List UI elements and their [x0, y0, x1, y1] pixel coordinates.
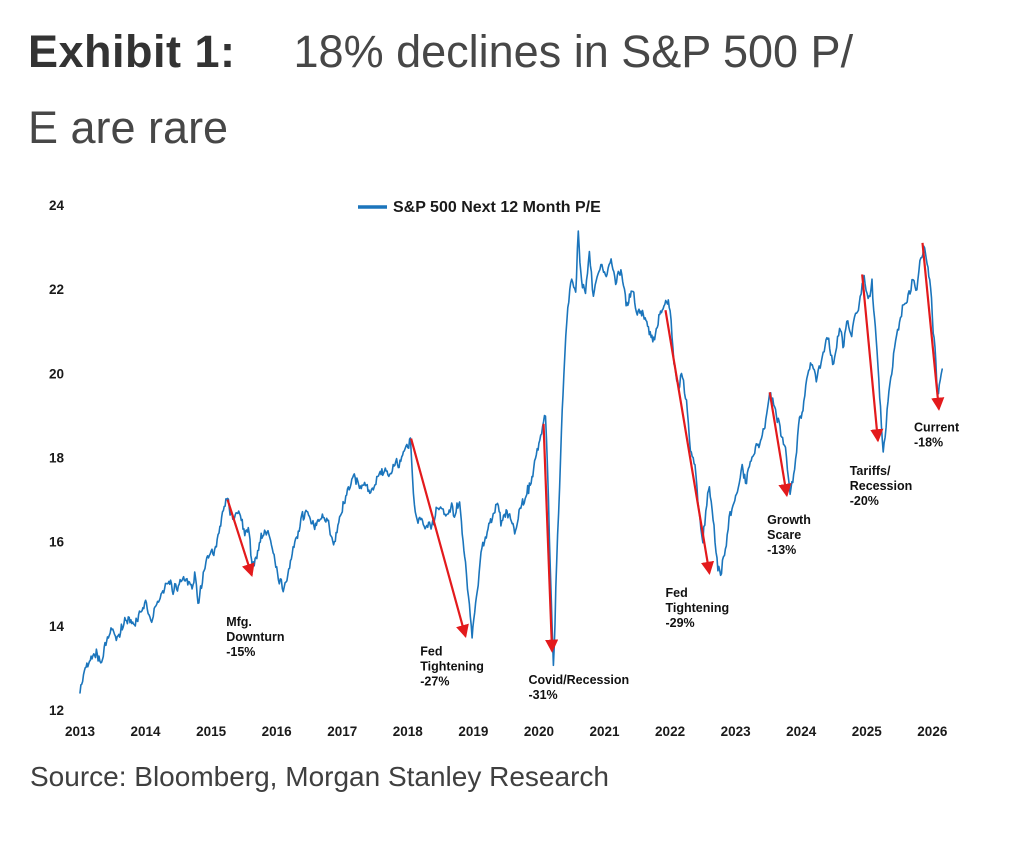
x-tick-label: 2021	[589, 724, 620, 739]
x-tick-label: 2017	[327, 724, 357, 739]
x-tick-label: 2022	[655, 724, 685, 739]
x-tick-label: 2024	[786, 724, 817, 739]
y-tick-label: 16	[49, 535, 65, 550]
source-note: Source: Bloomberg, Morgan Stanley Resear…	[30, 761, 609, 793]
chart-area: 12 14 16 18 20 22 24 2013 2014 2015 2016 2017 2018 20…	[0, 165, 1009, 755]
exhibit-label: Exhibit 1:	[28, 26, 236, 77]
x-tick-label: 2020	[524, 724, 554, 739]
x-tick-label: 2015	[196, 724, 227, 739]
decline-annotation: Current -18%	[914, 421, 960, 450]
decline-arrow	[921, 242, 945, 412]
pe-series-line	[79, 230, 943, 694]
decline-annotation: Fed Tightening -29%	[665, 586, 729, 630]
decline-arrow	[226, 499, 255, 578]
decline-arrow	[542, 423, 559, 654]
exhibit-title: Exhibit 1: 18% declines in S&P 500 P/ E a…	[0, 0, 1009, 165]
decline-annotation: Growth Scare -13%	[767, 513, 811, 557]
decline-annotation: Fed Tightening -27%	[420, 644, 484, 688]
exhibit-title-text-line1: 18% declines in S&P 500 P/	[293, 26, 854, 77]
y-tick-label: 14	[49, 619, 65, 634]
y-tick-label: 20	[49, 367, 64, 382]
decline-arrow	[861, 274, 884, 443]
x-tick-label: 2023	[721, 724, 752, 739]
x-tick-label: 2019	[458, 724, 488, 739]
decline-annotation: Covid/Recession -31%	[528, 673, 629, 702]
decline-annotation: Tariffs/Recession -20%	[850, 464, 913, 508]
legend-label: S&P 500 Next 12 Month P/E	[393, 199, 601, 216]
y-tick-label: 24	[49, 198, 65, 213]
decline-arrow	[768, 392, 792, 498]
x-tick-label: 2013	[65, 724, 96, 739]
x-tick-label: 2018	[393, 724, 424, 739]
y-tick-label: 12	[49, 703, 64, 718]
x-tick-label: 2016	[262, 724, 293, 739]
decline-annotation: Mfg. Downturn -15%	[226, 615, 284, 659]
x-tick-label: 2014	[131, 724, 162, 739]
exhibit-title-text-line2: E are rare	[28, 101, 229, 153]
y-tick-label: 18	[49, 451, 65, 466]
y-tick-label: 22	[49, 282, 64, 297]
x-tick-label: 2026	[917, 724, 948, 739]
decline-arrow	[664, 310, 715, 576]
decline-arrow	[410, 438, 469, 639]
x-tick-label: 2025	[852, 724, 883, 739]
